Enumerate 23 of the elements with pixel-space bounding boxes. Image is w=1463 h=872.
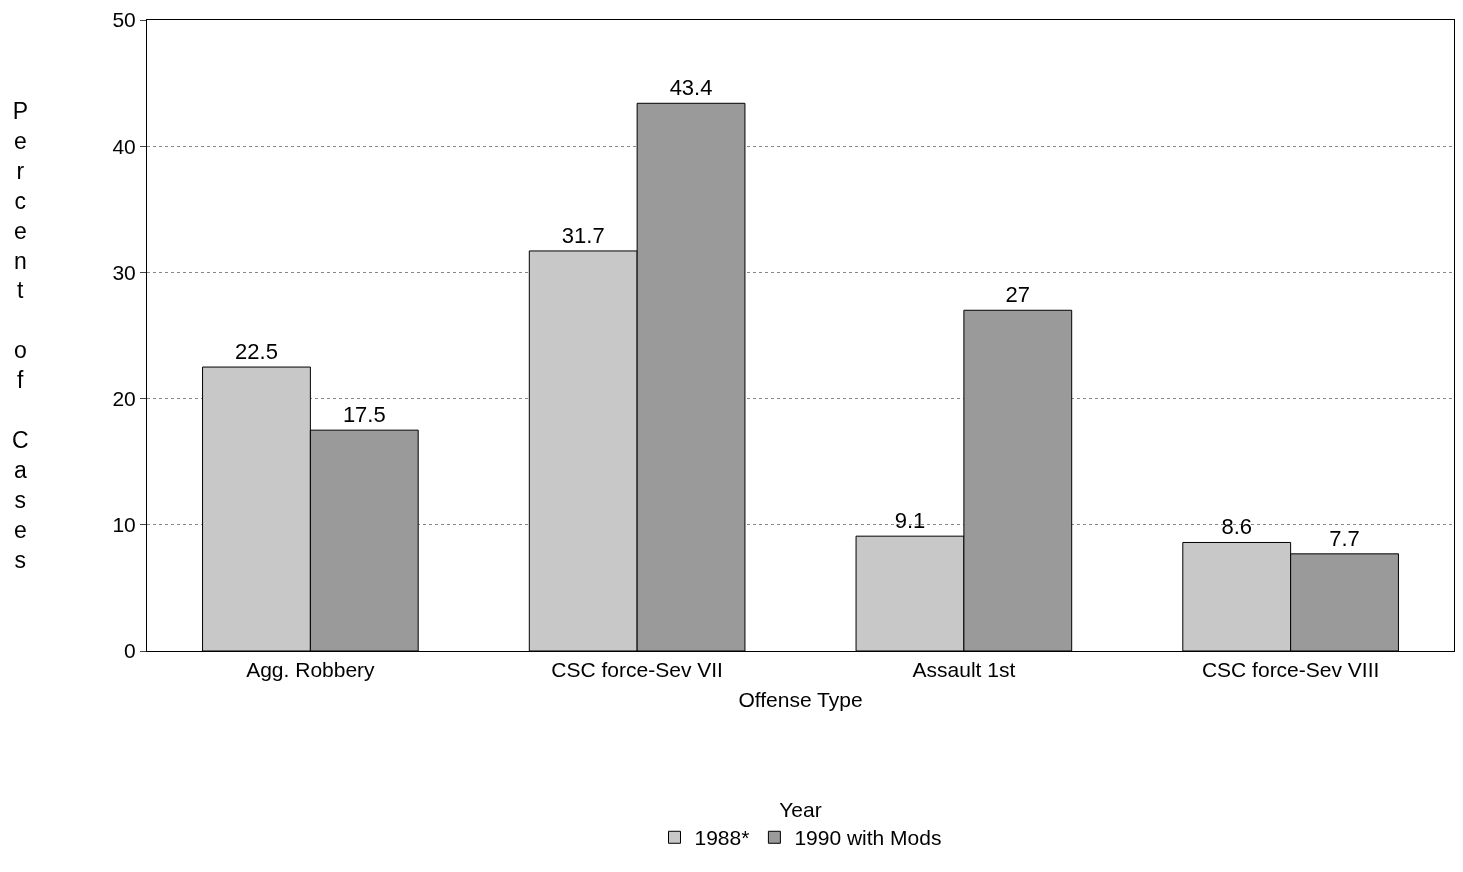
y-tick-label: 50 [112,8,136,32]
data-label: 43.4 [669,75,713,101]
data-label: 8.6 [1221,514,1253,540]
x-tick-label: Agg. Robbery [246,658,376,682]
y-tick-label: 0 [124,639,136,663]
x-tick-label: Assault 1st [912,658,1016,682]
y-tick-label: 40 [112,134,136,158]
data-label: 31.7 [561,222,605,248]
y-tick-label: 30 [112,260,136,284]
data-label: 27 [1005,282,1031,308]
x-axis-title: Offense Type [738,688,863,712]
legend-label: 1990 with Mods [794,826,942,850]
data-label: 7.7 [1329,525,1360,551]
legend-label: 1988* [694,826,750,850]
legend-title: Year [779,798,822,822]
data-label: 22.5 [235,339,278,365]
x-tick-label: CSC force-Sev VII [551,658,723,682]
y-tick-label: 20 [112,386,136,410]
y-tick-label: 10 [112,513,136,537]
data-label: 17.5 [342,402,386,428]
x-tick-label: CSC force-Sev VIII [1201,658,1380,682]
data-label: 9.1 [894,508,926,534]
text: Percent of Cases [12,98,29,573]
